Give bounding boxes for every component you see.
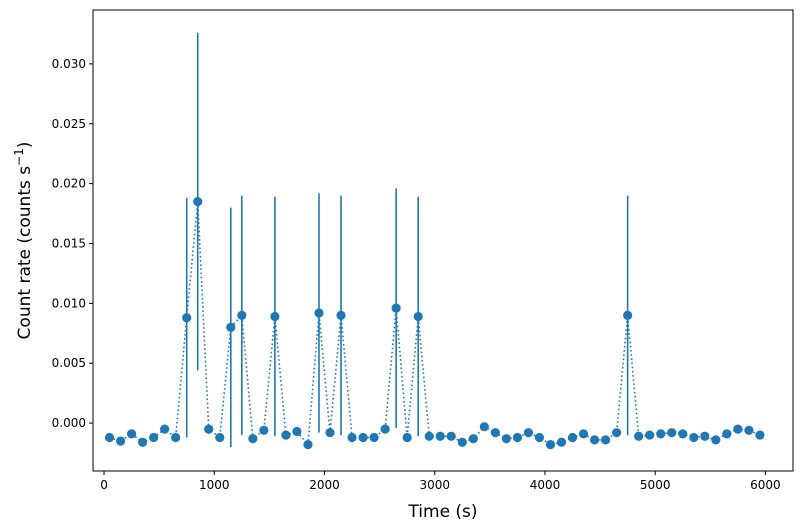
data-point <box>292 426 302 437</box>
data-point <box>115 436 126 446</box>
y-axis-label-superscript: −1 <box>12 148 26 166</box>
data-point <box>402 432 412 443</box>
data-point <box>512 432 523 443</box>
data-point <box>193 196 203 207</box>
data-point <box>138 437 148 447</box>
data-point <box>270 311 280 322</box>
data-point <box>755 430 765 440</box>
y-tick-label: 0.025 <box>52 117 86 131</box>
data-point <box>678 429 688 439</box>
data-point <box>645 430 655 440</box>
data-point <box>380 424 390 434</box>
x-tick-label: 1000 <box>199 478 230 492</box>
x-tick-label: 0 <box>100 478 108 492</box>
plot-area <box>104 32 765 450</box>
data-point <box>314 308 324 318</box>
data-point <box>171 432 181 443</box>
data-point <box>468 434 478 444</box>
series-line <box>109 201 761 447</box>
data-point <box>104 432 115 443</box>
data-point <box>578 429 589 439</box>
data-point <box>215 432 225 443</box>
data-point <box>722 429 732 439</box>
data-point <box>413 311 423 322</box>
data-point <box>656 429 666 439</box>
data-point <box>347 432 357 443</box>
data-point <box>667 428 677 438</box>
data-point <box>149 432 159 443</box>
data-point <box>744 425 754 435</box>
data-point <box>182 313 192 323</box>
y-tick-label: 0.000 <box>52 416 86 430</box>
data-point <box>623 310 633 320</box>
data-point <box>479 422 489 432</box>
data-point <box>534 432 545 443</box>
data-point <box>369 432 379 443</box>
data-point <box>711 435 721 445</box>
data-point <box>358 432 368 443</box>
y-tick-label: 0.030 <box>52 57 86 71</box>
data-point <box>446 431 456 441</box>
y-axis-label: Count rate (counts s−1) <box>12 142 35 340</box>
y-tick-label: 0.005 <box>52 356 86 370</box>
data-point <box>204 424 214 434</box>
data-point <box>523 428 534 438</box>
data-point <box>160 424 170 434</box>
y-tick-label: 0.020 <box>52 177 86 191</box>
data-point <box>556 437 567 447</box>
data-point <box>126 429 137 439</box>
y-tick-label: 0.010 <box>52 296 86 310</box>
data-point <box>259 425 269 435</box>
data-point <box>589 435 600 445</box>
data-point <box>248 434 258 444</box>
x-tick-label: 4000 <box>530 478 561 492</box>
data-point <box>700 431 710 441</box>
data-point <box>689 432 699 443</box>
data-point <box>391 303 401 313</box>
x-tick-label: 6000 <box>750 478 781 492</box>
data-point <box>424 431 434 441</box>
data-point <box>226 322 236 332</box>
x-tick-label: 5000 <box>640 478 671 492</box>
data-point <box>435 431 445 441</box>
data-point <box>457 437 467 447</box>
x-axis-label: Time (s) <box>407 502 477 522</box>
data-point <box>490 428 500 438</box>
data-point <box>501 434 511 444</box>
data-point <box>325 428 335 438</box>
x-tick-label: 3000 <box>419 478 450 492</box>
data-point <box>237 310 247 320</box>
y-axis-label-close: ) <box>15 142 35 149</box>
y-axis: 0.000 0.005 0.010 0.015 0.020 0.025 0.030 <box>52 57 93 430</box>
data-point <box>612 428 622 438</box>
data-point <box>281 430 291 440</box>
data-point <box>567 432 578 443</box>
data-point <box>303 440 313 450</box>
data-point <box>634 431 644 441</box>
data-point <box>545 440 556 450</box>
axes-frame <box>92 9 794 472</box>
data-point <box>600 435 611 445</box>
x-axis: 0 1000 2000 3000 4000 5000 6000 <box>100 471 781 492</box>
y-axis-label-base: Count rate (counts s <box>15 166 35 340</box>
data-point <box>733 424 743 434</box>
data-point <box>336 310 346 320</box>
y-tick-label: 0.015 <box>52 236 86 250</box>
x-tick-label: 2000 <box>309 478 340 492</box>
